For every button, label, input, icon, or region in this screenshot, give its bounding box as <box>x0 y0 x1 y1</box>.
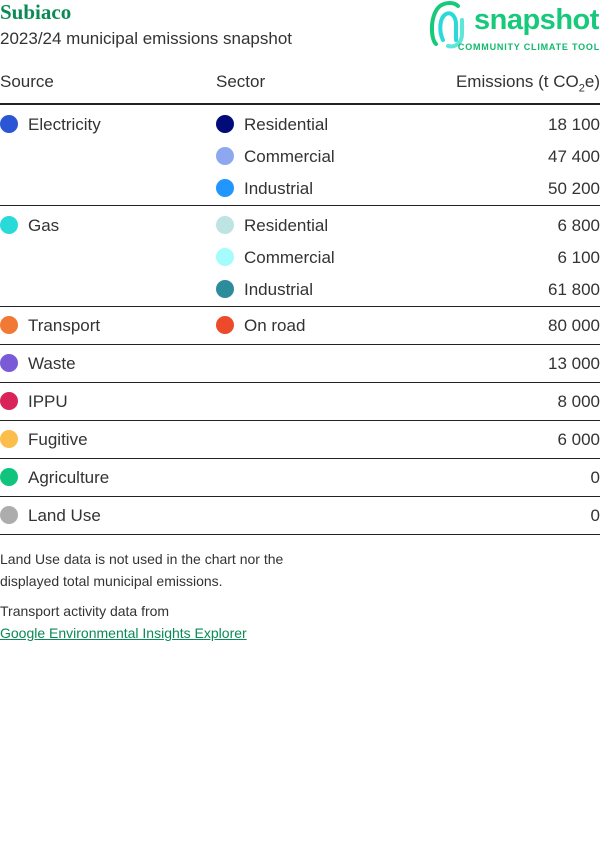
table-row: Commercial 47 400 <box>0 141 600 173</box>
table-row: Waste 13 000 <box>0 344 600 383</box>
table-row: Gas Residential 6 800 <box>0 206 600 243</box>
emissions-value: 61 800 <box>436 274 600 307</box>
source-cell <box>0 242 216 274</box>
source-cell: Waste <box>0 344 216 383</box>
table-row: Land Use 0 <box>0 496 600 535</box>
source-cell-label: Land Use <box>28 505 101 525</box>
table-row: Industrial 61 800 <box>0 274 600 307</box>
sector-cell: Commercial <box>216 242 436 274</box>
source-cell-label: IPPU <box>28 391 68 411</box>
table-row: IPPU 8 000 <box>0 382 600 421</box>
emissions-value: 50 200 <box>436 173 600 206</box>
source-cell-color-dot-icon <box>0 115 18 133</box>
logo-wordmark: snapshot <box>474 4 599 36</box>
source-cell-label: Waste <box>28 353 76 373</box>
column-source: Source <box>0 72 216 105</box>
column-emissions: Emissions (t CO2e) <box>436 72 600 105</box>
logo-tagline: COMMUNITY CLIMATE TOOL <box>457 42 600 52</box>
source-cell: Agriculture <box>0 458 216 497</box>
source-cell-color-dot-icon <box>0 467 18 486</box>
emissions-value: 6 100 <box>557 248 600 267</box>
sector-cell <box>216 458 436 497</box>
footnotes: Land Use data is not used in the chart n… <box>0 548 300 652</box>
sector-cell <box>216 420 436 459</box>
sector-cell-label: Industrial <box>244 280 313 299</box>
source-cell: Fugitive <box>0 420 216 459</box>
google-eie-link[interactable]: Google Environmental Insights Explorer <box>0 625 247 641</box>
source-cell-color-dot-icon <box>0 353 18 372</box>
source-cell-color-dot-icon <box>0 505 18 524</box>
table-row: Electricity Residential 18 100 <box>0 104 600 141</box>
sector-cell: Residential <box>216 104 436 141</box>
sector-cell-label: Commercial <box>244 147 335 166</box>
sector-cell-color-dot-icon <box>216 216 234 234</box>
table-row: Industrial 50 200 <box>0 173 600 206</box>
table-row: Commercial 6 100 <box>0 242 600 274</box>
sector-cell-label: Residential <box>244 216 329 235</box>
column-sector: Sector <box>216 72 436 105</box>
emissions-value: 0 <box>436 496 600 535</box>
sector-cell-color-dot-icon <box>216 280 234 298</box>
source-cell: Electricity <box>0 104 216 141</box>
source-cell <box>0 173 216 206</box>
emissions-value: 47 400 <box>548 147 600 166</box>
table-row: Fugitive 6 000 <box>0 420 600 459</box>
source-cell-color-dot-icon <box>0 315 18 334</box>
emissions-value: 6 000 <box>436 420 600 459</box>
table-header: Source Sector Emissions (t CO2e) <box>0 72 600 105</box>
sector-cell-label: Commercial <box>244 248 335 267</box>
sector-cell <box>216 344 436 383</box>
emissions-table: Source Sector Emissions (t CO2e) Electri… <box>0 72 600 535</box>
source-cell-color-dot-icon <box>0 429 18 448</box>
source-cell: IPPU <box>0 382 216 421</box>
page-title: Subiaco <box>0 0 72 24</box>
source-cell: Gas <box>0 206 216 243</box>
source-cell-label: Electricity <box>28 115 101 134</box>
source-cell: Transport <box>0 306 216 345</box>
sector-cell-color-dot-icon <box>216 115 234 133</box>
emissions-value: 0 <box>436 458 600 497</box>
sector-cell-label: On road <box>244 315 306 335</box>
snapshot-logo: snapshot COMMUNITY CLIMATE TOOL <box>428 0 600 56</box>
source-cell-color-dot-icon <box>0 391 18 410</box>
sector-cell: On road <box>216 306 436 345</box>
sector-cell-label: Industrial <box>244 179 313 198</box>
sector-cell-color-dot-icon <box>216 248 234 266</box>
transport-note: Transport activity data from Google Envi… <box>0 603 247 641</box>
sector-cell: Industrial <box>216 173 436 206</box>
sector-cell-color-dot-icon <box>216 315 234 334</box>
sector-cell-label: Residential <box>244 115 329 134</box>
emissions-value: 13 000 <box>436 344 600 383</box>
sector-cell-color-dot-icon <box>216 147 234 165</box>
source-cell <box>0 274 216 307</box>
page-subtitle: 2023/24 municipal emissions snapshot <box>0 29 293 48</box>
table-row: Agriculture 0 <box>0 458 600 497</box>
emissions-value: 8 000 <box>436 382 600 421</box>
source-cell: Land Use <box>0 496 216 535</box>
source-cell-label: Transport <box>28 315 101 335</box>
emissions-value: 6 800 <box>557 216 600 235</box>
sector-cell: Industrial <box>216 274 436 307</box>
source-cell-color-dot-icon <box>0 216 18 234</box>
land-use-note: Land Use data is not used in the chart n… <box>0 551 284 589</box>
source-cell-label: Agriculture <box>28 467 110 487</box>
sector-cell <box>216 382 436 421</box>
table-row: Transport On road 80 000 <box>0 306 600 345</box>
sector-cell: Residential <box>216 206 436 243</box>
fingerprint-logo-icon <box>429 1 464 49</box>
source-cell-label: Gas <box>28 216 60 235</box>
emissions-value: 18 100 <box>548 115 600 134</box>
sector-cell-color-dot-icon <box>216 179 234 197</box>
sector-cell <box>216 496 436 535</box>
sector-cell: Commercial <box>216 141 436 173</box>
source-cell-label: Fugitive <box>28 429 88 449</box>
emissions-value: 80 000 <box>436 306 600 345</box>
source-cell <box>0 141 216 173</box>
